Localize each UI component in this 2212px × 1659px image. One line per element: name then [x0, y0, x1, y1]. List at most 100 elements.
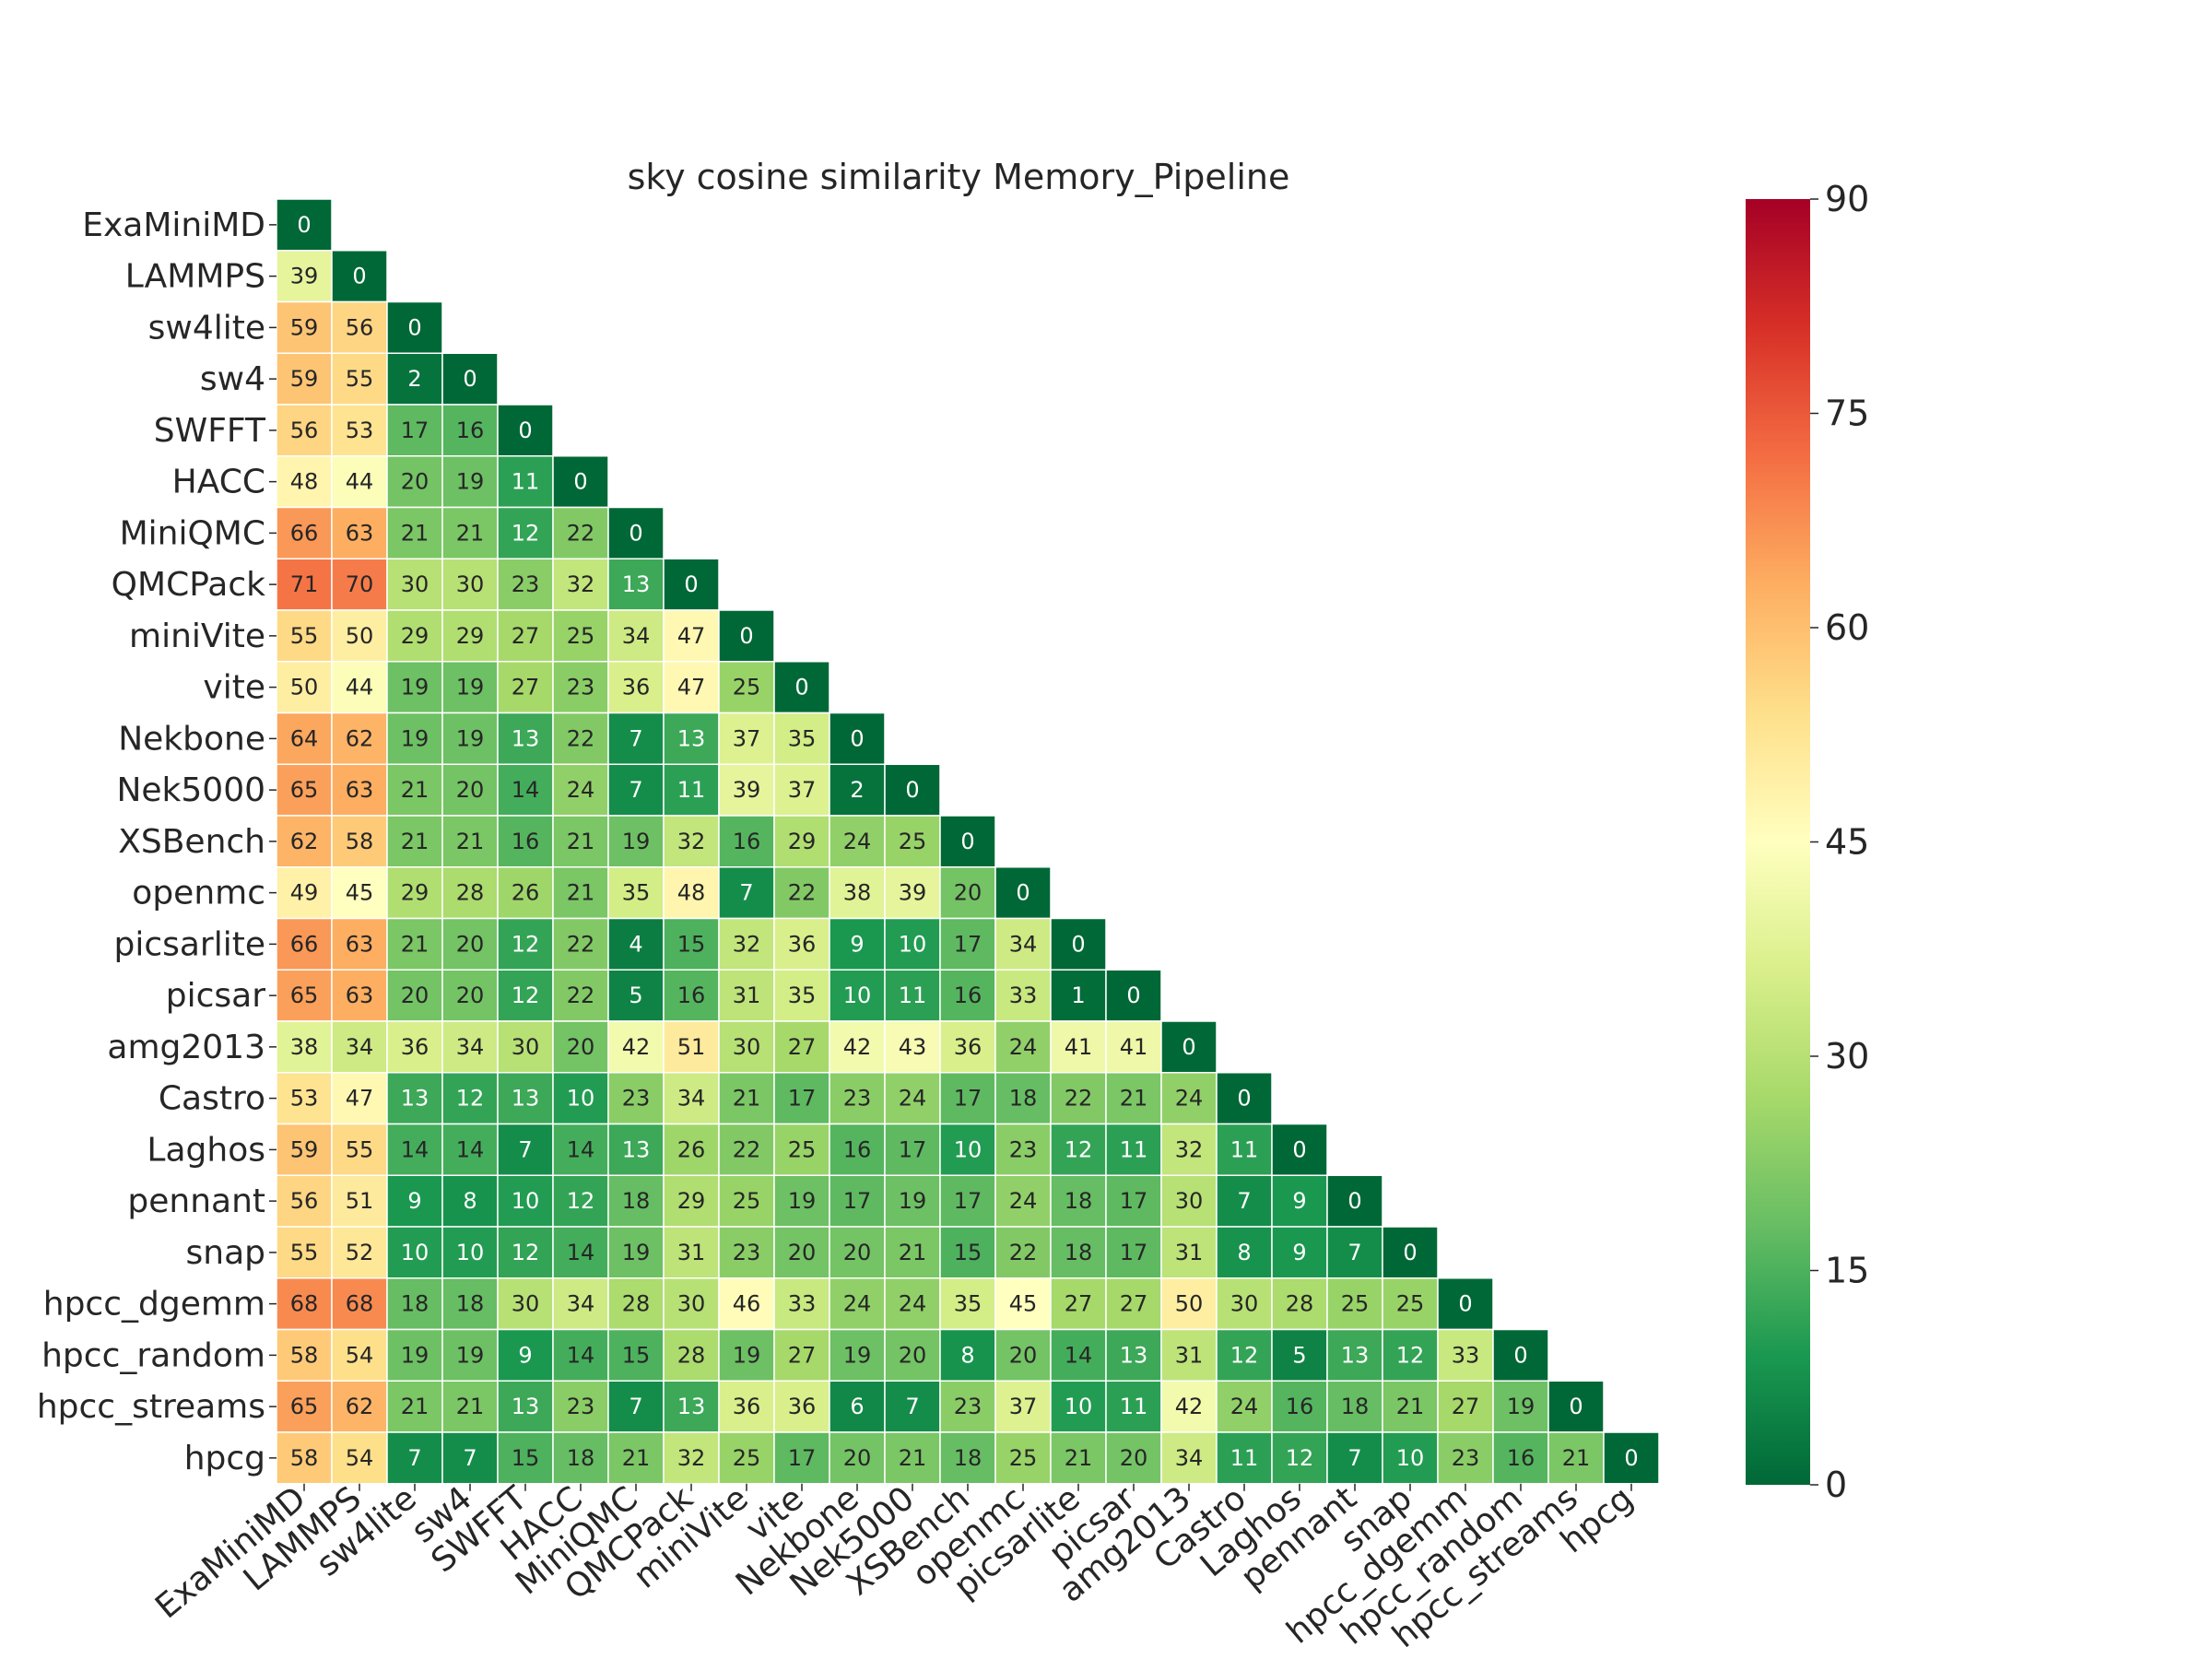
cell-value: 26 [512, 880, 540, 906]
cell-value: 30 [1175, 1188, 1204, 1214]
cell-value: 24 [1009, 1188, 1038, 1214]
heatmap-cell [1382, 1380, 1439, 1433]
cell-value: 0 [1237, 1086, 1251, 1112]
heatmap-cell [939, 917, 996, 971]
cell-value: 19 [733, 1342, 761, 1368]
cell-value: 29 [788, 829, 817, 854]
cell-value: 44 [346, 469, 374, 495]
cell-value: 13 [622, 571, 651, 597]
row-label: Castro [159, 1080, 265, 1118]
row-label: Laghos [147, 1131, 265, 1169]
heatmap-cell [1105, 1328, 1162, 1382]
cell-value: 30 [456, 571, 485, 597]
cell-value: 19 [622, 1240, 651, 1265]
row-label: QMCPack [112, 566, 265, 604]
cell-value: 10 [401, 1240, 429, 1265]
cell-value: 71 [290, 571, 319, 597]
cell-value: 21 [1120, 1086, 1148, 1112]
cell-value: 47 [677, 623, 706, 649]
cell-value: 10 [456, 1240, 485, 1265]
cell-value: 55 [346, 1136, 374, 1162]
cell-value: 18 [456, 1291, 485, 1317]
heatmap-cell [718, 1072, 775, 1125]
cell-value: 9 [1292, 1240, 1306, 1265]
heatmap-cell [386, 1020, 443, 1074]
row-label: pennant [127, 1182, 265, 1220]
cell-value: 35 [954, 1291, 982, 1317]
cell-value: 21 [1562, 1445, 1591, 1471]
cell-value: 17 [843, 1188, 872, 1214]
heatmap-cell [1216, 1380, 1273, 1433]
cell-value: 14 [567, 1240, 595, 1265]
cell-value: 63 [346, 520, 374, 546]
cell-value: 37 [1009, 1394, 1038, 1419]
cell-value: 35 [622, 880, 651, 906]
row-label: vite [203, 669, 265, 707]
heatmap-cell [552, 1277, 609, 1331]
cell-value: 25 [733, 1445, 761, 1471]
cell-value: 0 [1624, 1445, 1638, 1471]
heatmap-cell [552, 1380, 609, 1433]
cell-value: 25 [788, 1136, 817, 1162]
cell-value: 16 [677, 982, 706, 1008]
cell-value: 20 [401, 982, 429, 1008]
heatmap-cell [718, 1226, 775, 1279]
cell-value: 13 [1120, 1342, 1148, 1368]
cell-value: 37 [788, 777, 817, 803]
heatmap-cell [276, 1174, 333, 1228]
heatmap-cell [994, 969, 1052, 1022]
cell-value: 65 [290, 982, 319, 1008]
cell-value: 45 [1009, 1291, 1038, 1317]
cell-value: 31 [677, 1240, 706, 1265]
cell-value: 7 [629, 1394, 642, 1419]
cell-value: 33 [788, 1291, 817, 1317]
heatmap-cell [718, 969, 775, 1022]
cell-value: 50 [1175, 1291, 1204, 1317]
cell-value: 31 [1175, 1240, 1204, 1265]
cell-value: 24 [843, 829, 872, 854]
colorbar-tick-label: 0 [1825, 1465, 1847, 1505]
heatmap-cell [1050, 1020, 1107, 1074]
colorbar-gradient [1746, 199, 1810, 1485]
row-label: picsarlite [113, 925, 265, 963]
cell-value: 48 [290, 469, 319, 495]
row-label: HACC [172, 464, 265, 501]
cell-value: 62 [346, 1394, 374, 1419]
cell-value: 0 [629, 520, 642, 546]
cell-value: 22 [567, 931, 595, 957]
colorbar: 0 15 30 45 60 75 90 [1746, 179, 1869, 1505]
heatmap-cell [607, 763, 665, 817]
heatmap-cell [552, 866, 609, 920]
heatmap-cell [829, 1226, 886, 1279]
heatmap-cell [386, 1174, 443, 1228]
cell-value: 5 [629, 982, 642, 1008]
cell-value: 33 [1452, 1342, 1480, 1368]
heatmap-cell [552, 609, 609, 663]
cell-value: 22 [1009, 1240, 1038, 1265]
heatmap-cell [276, 609, 333, 663]
heatmap-cell [994, 866, 1052, 920]
cell-value: 47 [677, 675, 706, 700]
cell-value: 28 [1286, 1291, 1314, 1317]
heatmap-cell [441, 1226, 499, 1279]
row-label: ExaMiniMD [82, 206, 265, 244]
cell-value: 23 [733, 1240, 761, 1265]
heatmap-cell [441, 609, 499, 663]
heatmap-cell [884, 866, 941, 920]
heatmap-cell [829, 969, 886, 1022]
heatmap-cell [441, 1328, 499, 1382]
cell-value: 1 [1071, 982, 1085, 1008]
heatmap-cell [607, 969, 665, 1022]
cell-value: 0 [352, 264, 366, 289]
cell-value: 13 [401, 1086, 429, 1112]
cell-value: 24 [1230, 1394, 1259, 1419]
cell-value: 33 [1009, 982, 1038, 1008]
heatmap-cell [386, 815, 443, 868]
heatmap-cell [607, 1123, 665, 1176]
cell-value: 56 [290, 418, 319, 443]
cell-value: 0 [1513, 1342, 1527, 1368]
cell-value: 30 [512, 1291, 540, 1317]
cell-value: 16 [733, 829, 761, 854]
cell-value: 30 [677, 1291, 706, 1317]
row-label: miniVite [129, 618, 265, 655]
